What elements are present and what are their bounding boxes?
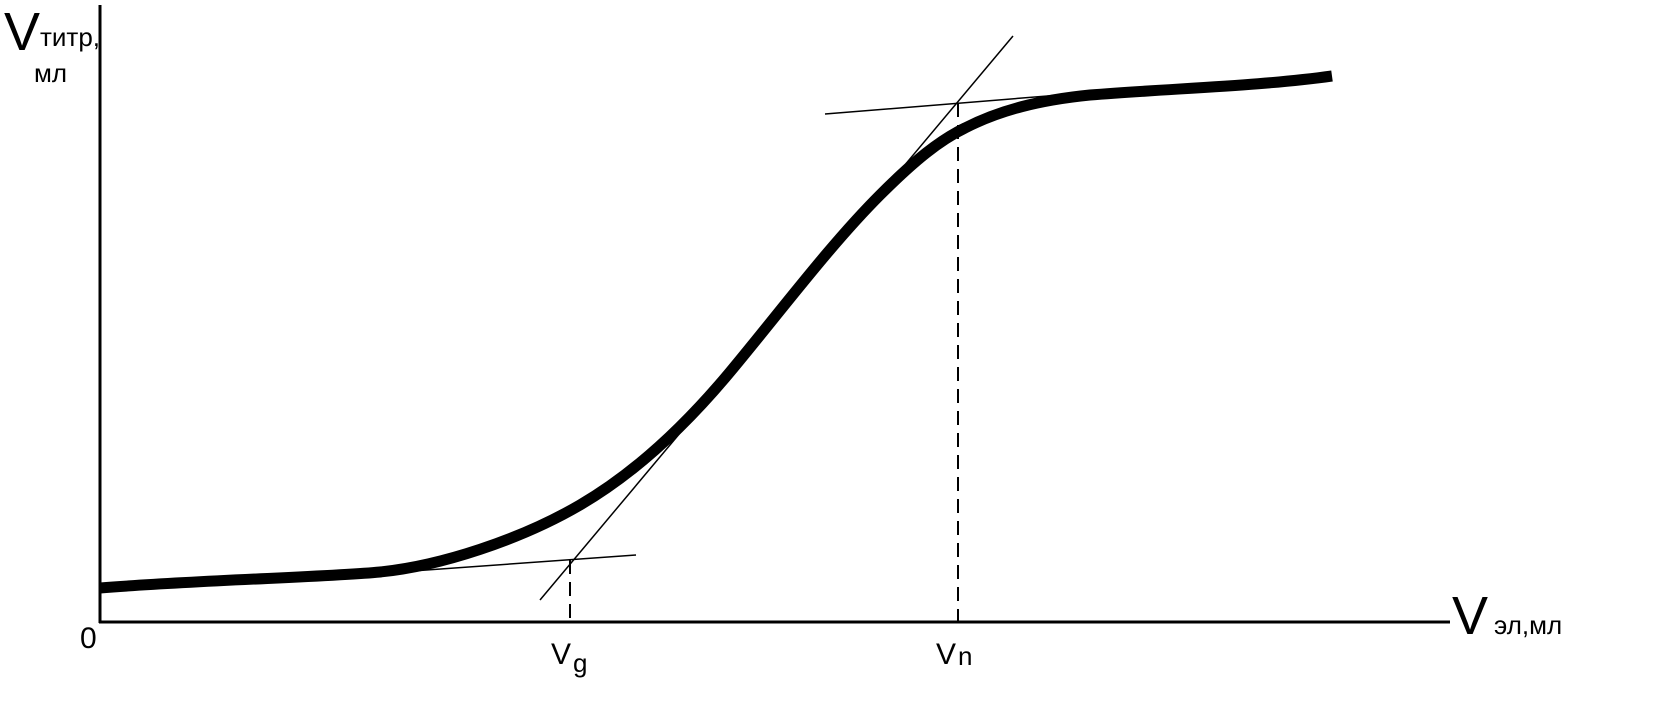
vn-symbol: V bbox=[936, 638, 956, 671]
y-axis-symbol: V bbox=[4, 2, 40, 62]
steep-tangent bbox=[539, 35, 1014, 601]
x-axis-symbol: V bbox=[1452, 586, 1488, 646]
y-axis-subscript: титр, bbox=[40, 22, 100, 52]
x-axis-subscript: эл,мл bbox=[1494, 610, 1562, 640]
origin-label: 0 bbox=[80, 622, 97, 655]
vg-subscript: g bbox=[573, 648, 587, 678]
titration-curve bbox=[99, 70, 1333, 594]
y-axis-unit: мл bbox=[34, 58, 67, 88]
lower-tangent bbox=[369, 554, 637, 575]
vg-symbol: V bbox=[551, 638, 571, 671]
vn-subscript: n bbox=[958, 641, 972, 671]
upper-tangent bbox=[824, 94, 1061, 115]
